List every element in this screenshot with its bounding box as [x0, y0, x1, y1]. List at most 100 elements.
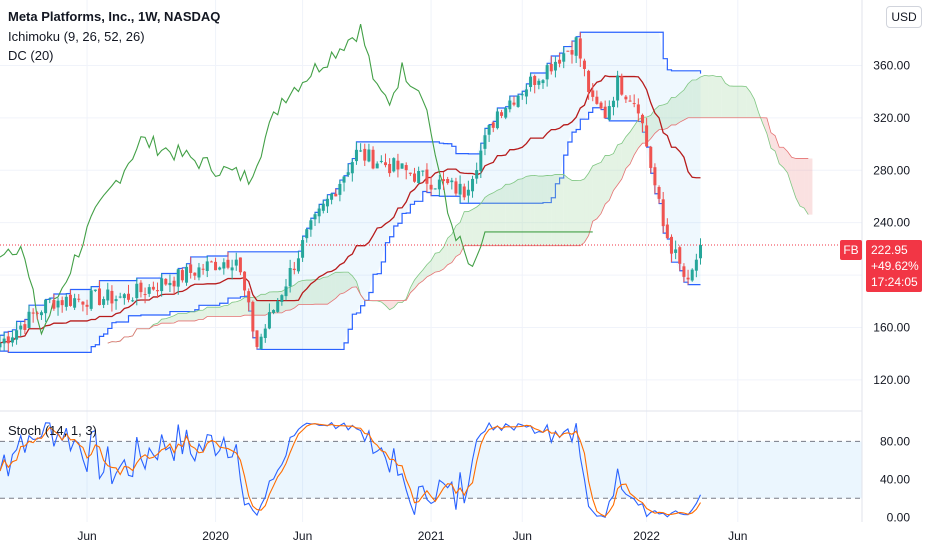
chart-title[interactable]: Meta Platforms, Inc., 1W, NASDAQ — [8, 9, 221, 24]
candle-body — [85, 304, 89, 307]
cloud-segment — [630, 125, 635, 165]
candle-body — [317, 208, 321, 217]
axes: 120.00160.00200.00240.00280.00320.00360.… — [0, 0, 910, 543]
cloud-segment — [712, 75, 718, 118]
candle-body — [442, 179, 446, 182]
last-price-value: 222.95 — [871, 243, 908, 257]
candle-body — [197, 267, 201, 278]
stoch-tick-label: 40.00 — [880, 472, 910, 486]
ichimoku-legend[interactable]: Ichimoku (9, 26, 52, 26) — [8, 29, 145, 44]
candle-body — [524, 89, 528, 97]
cloud-segment — [538, 176, 543, 246]
cloud-segment — [522, 176, 527, 246]
lagging-span — [0, 23, 593, 336]
cloud-segment — [460, 211, 465, 254]
cloud-segment — [397, 300, 403, 303]
candle-body — [122, 294, 126, 299]
cloud-segment — [290, 285, 295, 311]
candle-body — [582, 60, 586, 69]
price-tick-label: 120.00 — [873, 373, 910, 387]
price-tick-label: 160.00 — [873, 320, 910, 334]
candle-body — [189, 264, 193, 273]
cloud-segment — [294, 281, 299, 309]
cloud-segment — [315, 279, 320, 305]
candle-body — [566, 50, 570, 52]
candle-body — [151, 286, 155, 290]
candle-body — [60, 300, 64, 306]
candle-body — [338, 184, 342, 195]
candle-body — [367, 149, 371, 162]
candle-body — [354, 149, 358, 162]
cloud-segment — [215, 307, 220, 317]
candle-body — [437, 179, 441, 190]
donchian-lower — [0, 107, 701, 353]
cloud-segment — [426, 260, 432, 277]
dc-legend[interactable]: DC (20) — [8, 48, 54, 63]
currency-button[interactable]: USD — [886, 6, 922, 28]
cloud-segment — [555, 174, 560, 246]
time-tick-label: 2022 — [633, 529, 660, 543]
cloud-segment — [559, 174, 564, 246]
cloud-segment — [302, 280, 307, 305]
cloud-segment — [509, 182, 514, 246]
candle-body — [168, 282, 172, 286]
candle-body — [541, 80, 545, 84]
cloud-segment — [269, 291, 274, 313]
candle-body — [591, 90, 595, 97]
candle-body — [508, 100, 512, 110]
candle-body — [400, 163, 404, 169]
cloud-segment — [704, 75, 709, 118]
cloud-segment — [439, 247, 444, 272]
candle-body — [6, 336, 10, 344]
price-tick-label: 240.00 — [873, 216, 910, 230]
cloud-segment — [335, 272, 340, 299]
candle-body — [462, 186, 466, 198]
candle-body — [392, 158, 396, 172]
candle-body — [39, 312, 43, 316]
cloud-segment — [650, 109, 655, 139]
candle-body — [147, 287, 151, 294]
time-tick-label: Jun — [513, 529, 532, 543]
cloud-segment — [688, 79, 693, 118]
candle-body — [350, 162, 354, 174]
candle-body — [359, 150, 363, 152]
time-tick-label: 2021 — [418, 529, 445, 543]
cloud-segment — [472, 206, 477, 246]
candle-body — [545, 65, 549, 80]
candle-body — [276, 301, 280, 312]
cloud-segment — [675, 93, 680, 125]
cloud-segment — [169, 315, 175, 324]
candle-body — [64, 296, 68, 307]
candle-body — [172, 280, 176, 287]
candle-body — [690, 269, 694, 281]
cloud-segment — [605, 155, 610, 205]
stoch-legend[interactable]: Stoch (14, 1, 3) — [8, 423, 97, 438]
cloud-segment — [721, 76, 726, 118]
candle-body — [632, 103, 636, 105]
cloud-segment — [505, 184, 510, 246]
candle-body — [193, 272, 197, 276]
cloud-segment — [762, 117, 767, 134]
candle-body — [209, 261, 213, 263]
candle-body — [383, 162, 387, 166]
candle-body — [160, 278, 164, 292]
candle-body — [330, 193, 334, 200]
candle-body — [247, 291, 251, 303]
candle-body — [292, 268, 296, 271]
candle-body — [661, 199, 665, 227]
cloud-segment — [319, 277, 324, 305]
candle-body — [106, 289, 110, 301]
cloud-segment — [592, 163, 597, 222]
candle-body — [587, 70, 591, 93]
cloud-segment — [182, 313, 187, 321]
stoch-d-line — [0, 423, 701, 518]
cloud-segment — [567, 177, 573, 246]
candle-body — [222, 262, 226, 269]
cloud-segment — [601, 155, 606, 214]
cloud-segment — [770, 132, 776, 152]
cloud-segment — [203, 307, 208, 320]
candle-body — [15, 330, 19, 340]
candle-body — [230, 267, 234, 271]
cloud-segment — [219, 305, 224, 317]
candle-body — [533, 75, 537, 85]
